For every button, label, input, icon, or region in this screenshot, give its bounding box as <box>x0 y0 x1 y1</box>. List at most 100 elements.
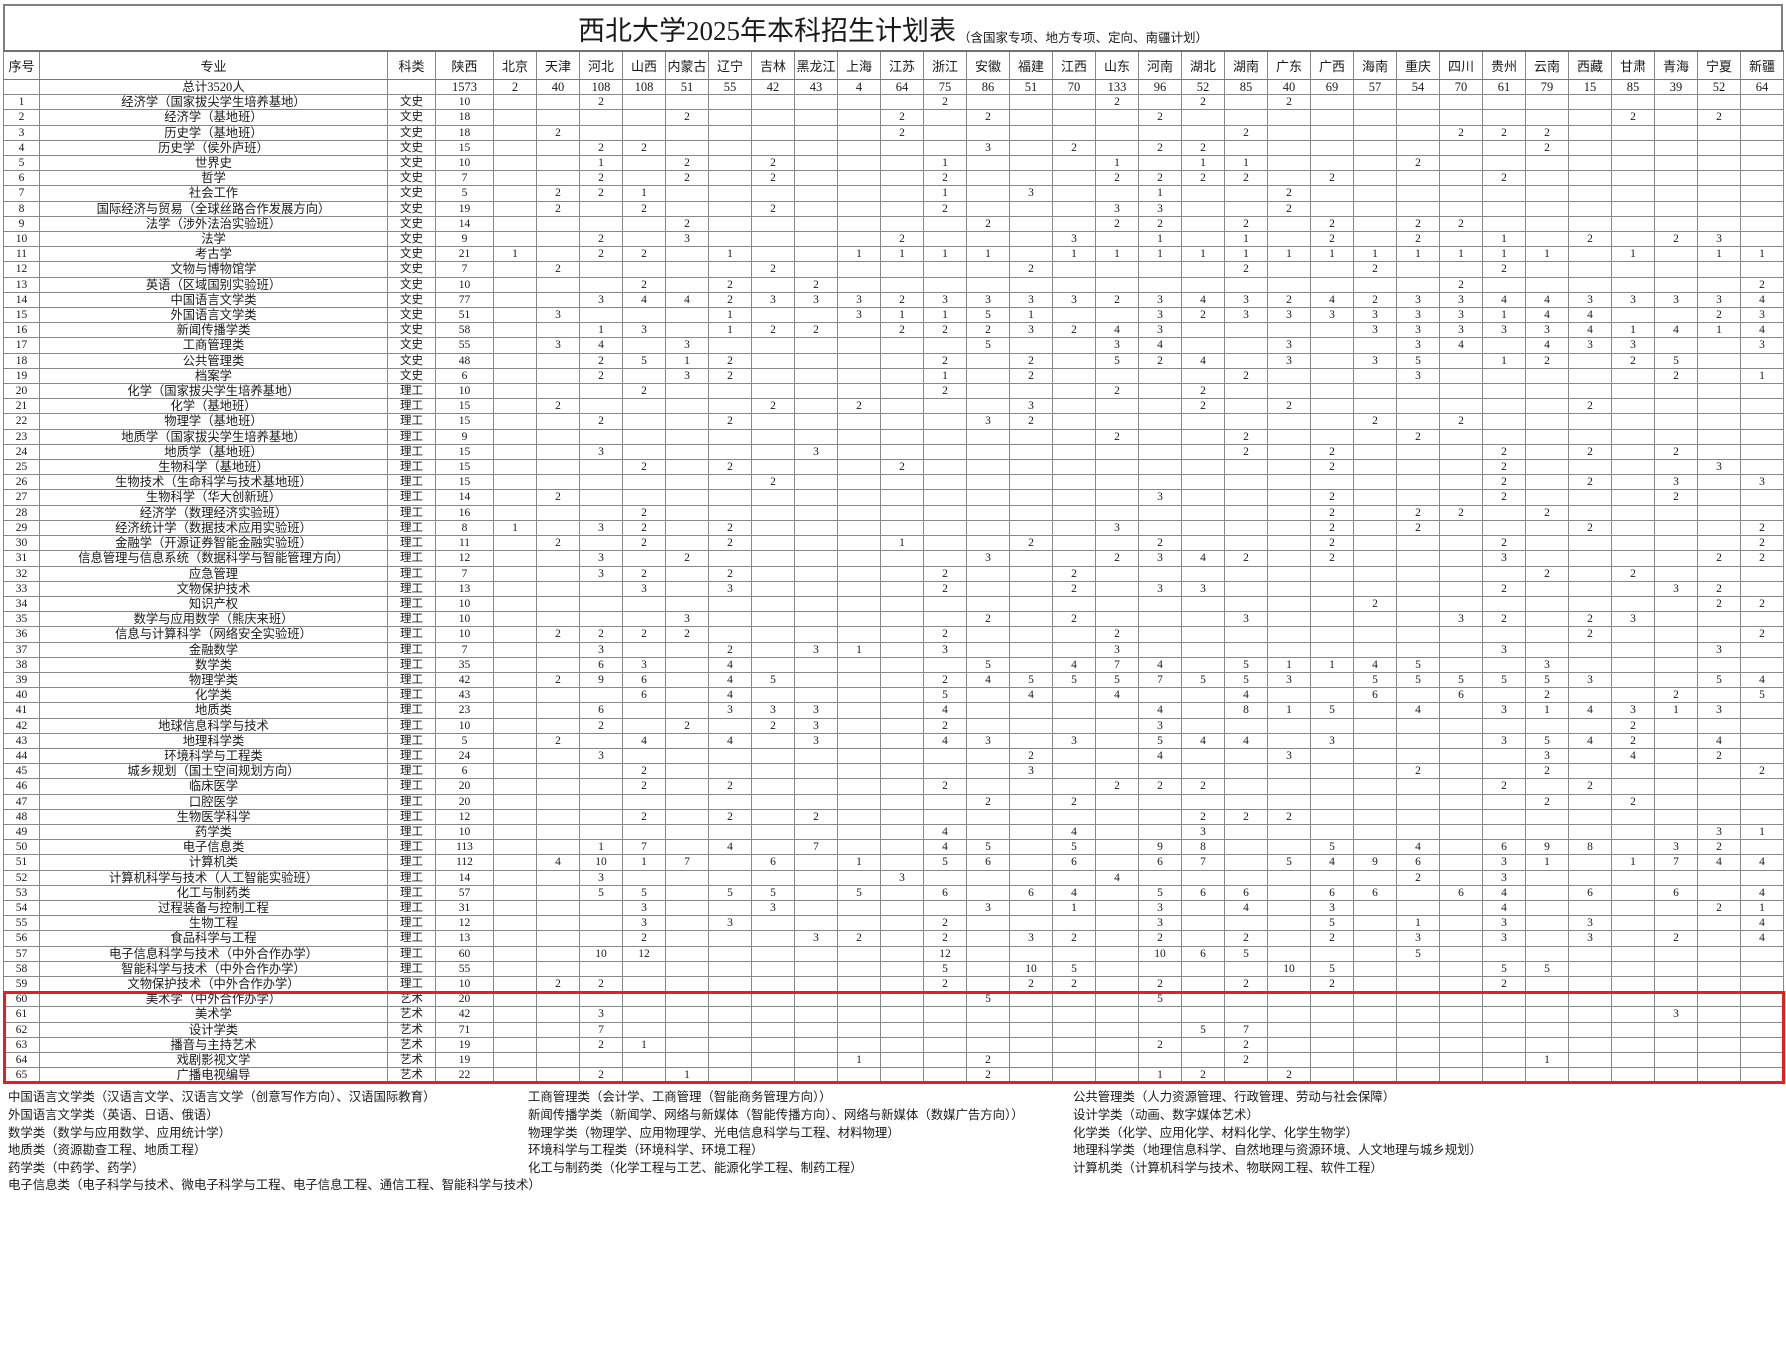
cell-quota-7: 2 <box>751 474 795 491</box>
cell-quota-6 <box>708 231 752 248</box>
cell-quota-8: 3 <box>794 291 838 309</box>
cell-quota-16: 3 <box>1138 322 1182 339</box>
cell-index: 57 <box>3 945 40 962</box>
cell-type: 理工 <box>387 960 436 977</box>
cell-quota-17 <box>1181 687 1225 704</box>
cell-quota-6 <box>708 261 752 278</box>
cell-quota-25: 2 <box>1525 565 1569 582</box>
cell-quota-24: 2 <box>1482 611 1526 628</box>
cell-quota-1 <box>493 580 537 597</box>
cell-quota-25 <box>1525 1036 1569 1054</box>
cell-quota-2 <box>536 793 580 810</box>
cell-quota-0: 22 <box>435 1067 494 1084</box>
cell-quota-21 <box>1353 1036 1397 1054</box>
cell-quota-26 <box>1568 535 1612 552</box>
cell-quota-4: 4 <box>622 291 666 309</box>
cell-quota-16 <box>1138 823 1182 841</box>
cell-quota-0: 10 <box>435 717 494 734</box>
cell-quota-17 <box>1181 641 1225 658</box>
cell-quota-16: 3 <box>1138 717 1182 734</box>
table-row: 45 城乡规划（国土空间规划方向） 理工 6 2 3 2 2 2 <box>3 763 1784 780</box>
cell-quota-5 <box>665 793 709 810</box>
cell-quota-4: 2 <box>622 930 666 947</box>
cell-quota-20: 1 <box>1310 246 1354 263</box>
cell-quota-21 <box>1353 367 1397 385</box>
cell-quota-25 <box>1525 595 1569 613</box>
cell-quota-22: 5 <box>1396 352 1440 369</box>
cell-quota-29 <box>1697 185 1741 202</box>
cell-quota-30 <box>1740 793 1784 810</box>
cell-quota-13 <box>1009 155 1053 172</box>
cell-quota-23 <box>1439 170 1483 187</box>
cell-quota-20 <box>1310 337 1354 354</box>
cell-quota-25 <box>1525 535 1569 552</box>
cell-quota-17: 3 <box>1181 580 1225 597</box>
cell-quota-8 <box>794 428 838 445</box>
cell-quota-3 <box>579 124 623 141</box>
cell-quota-15 <box>1095 702 1139 719</box>
cell-quota-5 <box>665 975 709 993</box>
cell-quota-4 <box>622 398 666 415</box>
cell-quota-24 <box>1482 1036 1526 1054</box>
cell-quota-7 <box>751 945 795 962</box>
cell-quota-9 <box>837 550 881 567</box>
cell-index: 52 <box>3 869 40 886</box>
cell-quota-30: 2 <box>1740 535 1784 552</box>
cell-quota-18: 6 <box>1224 884 1268 901</box>
cell-quota-15 <box>1095 276 1139 293</box>
cell-major: 知识产权 <box>39 595 388 613</box>
cell-quota-24 <box>1482 139 1526 157</box>
cell-quota-18: 2 <box>1224 428 1268 445</box>
cell-quota-0: 15 <box>435 413 494 430</box>
cell-quota-3 <box>579 383 623 400</box>
cell-quota-28 <box>1654 1067 1698 1084</box>
cell-quota-4: 3 <box>622 915 666 932</box>
cell-type: 理工 <box>387 626 436 643</box>
cell-quota-20: 2 <box>1310 170 1354 187</box>
cell-quota-5 <box>665 869 709 886</box>
cell-quota-29 <box>1697 960 1741 977</box>
cell-index: 15 <box>3 307 40 324</box>
footnote-line: 公共管理类（人力资源管理、行政管理、劳动与社会保障） <box>1073 1090 1396 1105</box>
cell-quota-12: 2 <box>966 215 1010 233</box>
cell-quota-29 <box>1697 793 1741 810</box>
cell-quota-29 <box>1697 170 1741 187</box>
cell-quota-16 <box>1138 1051 1182 1069</box>
cell-major: 设计学类 <box>39 1021 388 1038</box>
cell-quota-6 <box>708 398 752 415</box>
cell-quota-26 <box>1568 899 1612 917</box>
cell-quota-2 <box>536 747 580 765</box>
cell-quota-20 <box>1310 94 1354 111</box>
cell-quota-17 <box>1181 185 1225 202</box>
cell-quota-11 <box>923 231 967 248</box>
cell-quota-29 <box>1697 930 1741 947</box>
cell-index: 36 <box>3 626 40 643</box>
cell-quota-10: 2 <box>880 322 924 339</box>
cell-quota-7: 3 <box>751 899 795 917</box>
cell-quota-28: 4 <box>1654 322 1698 339</box>
cell-quota-15: 1 <box>1095 246 1139 263</box>
cell-type: 理工 <box>387 717 436 734</box>
cell-quota-2: 2 <box>536 732 580 749</box>
cell-quota-10: 1 <box>880 535 924 552</box>
cell-index: 51 <box>3 854 40 871</box>
cell-quota-17 <box>1181 793 1225 810</box>
cell-quota-23 <box>1439 428 1483 445</box>
cell-quota-4 <box>622 489 666 506</box>
cell-quota-6: 2 <box>708 413 752 430</box>
cell-quota-5: 1 <box>665 352 709 369</box>
cell-quota-28 <box>1654 94 1698 111</box>
cell-quota-20: 2 <box>1310 975 1354 993</box>
table-row: 11考古学文史21122111111111111111111112 <box>3 246 1784 263</box>
cell-quota-26 <box>1568 747 1612 765</box>
cell-quota-9 <box>837 763 881 780</box>
footnote-line: 地质类（资源勘查工程、地质工程） <box>8 1143 207 1158</box>
cell-quota-7 <box>751 109 795 126</box>
cell-quota-28 <box>1654 170 1698 187</box>
cell-quota-6: 2 <box>708 459 752 476</box>
cell-quota-14 <box>1052 808 1096 825</box>
cell-quota-7 <box>751 1021 795 1038</box>
cell-quota-20: 5 <box>1310 839 1354 856</box>
cell-quota-2 <box>536 367 580 385</box>
